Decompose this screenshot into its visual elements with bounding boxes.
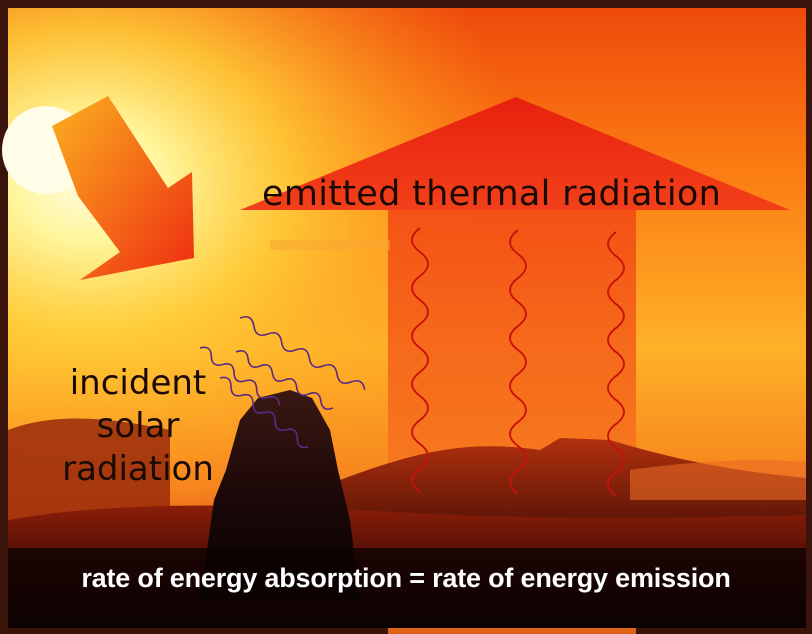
incident-label-line-2: solar	[96, 406, 180, 446]
left-hill	[8, 418, 170, 520]
incident-radiation-label: incident solar radiation	[48, 362, 228, 491]
incident-waves	[199, 315, 366, 449]
energy-balance-caption: rate of energy absorption = rate of ener…	[81, 563, 731, 593]
emitted-waves	[411, 227, 625, 497]
distant-plain	[630, 460, 806, 500]
incident-label-line-3: radiation	[62, 449, 214, 489]
rock-outcrop	[200, 390, 360, 600]
down-right-arrow-icon	[52, 96, 194, 280]
emitted-radiation-label: emitted thermal radiation	[262, 174, 722, 214]
caption-band	[8, 548, 806, 628]
incident-label-line-1: incident	[69, 363, 207, 403]
